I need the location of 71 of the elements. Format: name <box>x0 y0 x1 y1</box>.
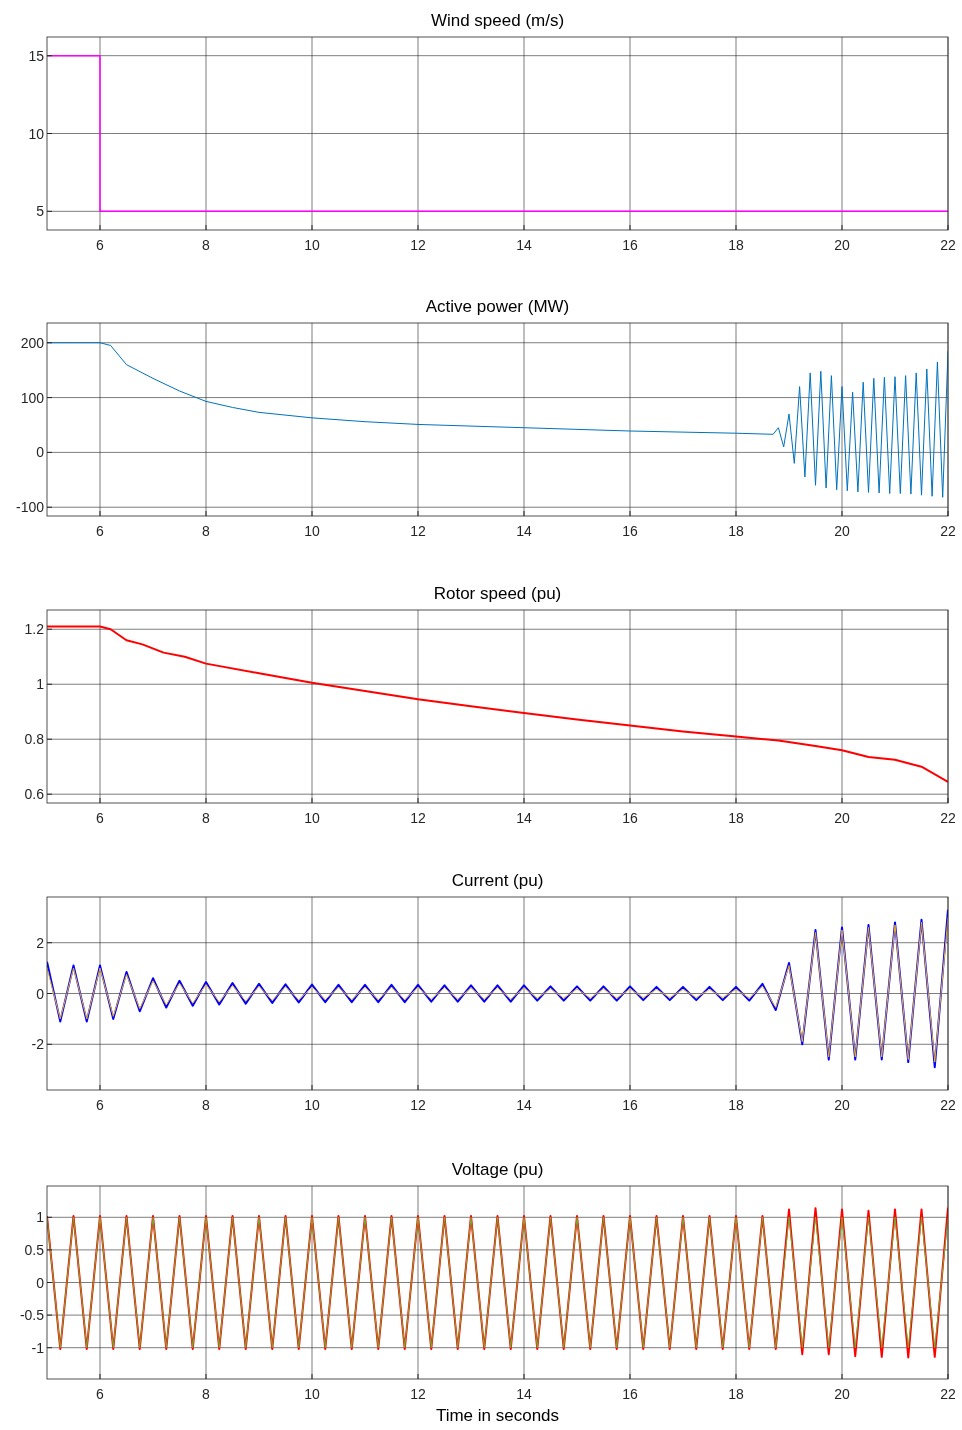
x-tick-label: 10 <box>304 1386 320 1402</box>
y-tick-label: -2 <box>31 1036 45 1053</box>
y-tick-label: 0.8 <box>24 731 45 748</box>
y-tick-label: 100 <box>20 389 45 406</box>
x-tick-label: 6 <box>96 523 105 539</box>
y-tick-label: -1 <box>31 1339 45 1356</box>
y-tick-label: 0 <box>36 1274 45 1291</box>
x-tick-label: 14 <box>516 810 532 826</box>
x-tick-label: 16 <box>622 810 638 826</box>
x-tick-label: 10 <box>304 523 320 539</box>
x-tick-label: 10 <box>304 1097 320 1113</box>
x-tick-label: 22 <box>940 1386 956 1402</box>
x-tick-label: 22 <box>940 810 956 826</box>
x-tick-label: 18 <box>728 1097 744 1113</box>
x-tick-label: 16 <box>622 523 638 539</box>
line-series <box>47 625 948 783</box>
x-tick-label: 12 <box>410 810 426 826</box>
chart-title: Wind speed (m/s) <box>430 11 565 30</box>
y-tick-label: 10 <box>28 125 45 142</box>
y-tick-label: 0 <box>36 985 45 1002</box>
x-tick-label: 14 <box>516 237 532 253</box>
y-tick-label: -0.5 <box>19 1307 45 1324</box>
y-tick-label: 200 <box>20 334 45 351</box>
y-tick-label: 0.5 <box>24 1241 45 1258</box>
x-tick-label: 18 <box>728 810 744 826</box>
x-tick-label: 20 <box>834 810 850 826</box>
x-tick-label: 14 <box>516 1386 532 1402</box>
x-tick-label: 20 <box>834 237 850 253</box>
x-tick-label: 20 <box>834 1386 850 1402</box>
x-tick-label: 8 <box>202 1097 211 1113</box>
x-tick-label: 6 <box>96 1097 105 1113</box>
x-axis-title: Time in seconds <box>435 1406 560 1425</box>
x-tick-label: 16 <box>622 237 638 253</box>
x-tick-label: 18 <box>728 1386 744 1402</box>
y-tick-label: 0.6 <box>24 786 45 803</box>
x-tick-label: 14 <box>516 523 532 539</box>
x-tick-label: 8 <box>202 237 211 253</box>
x-tick-label: 8 <box>202 523 211 539</box>
x-tick-label: 6 <box>96 810 105 826</box>
x-tick-label: 18 <box>728 237 744 253</box>
x-tick-label: 20 <box>834 1097 850 1113</box>
chart-title: Rotor speed (pu) <box>433 584 562 603</box>
y-tick-label: 0 <box>36 444 45 461</box>
chart-title: Voltage (pu) <box>451 1160 544 1179</box>
x-tick-label: 12 <box>410 1097 426 1113</box>
x-tick-label: 8 <box>202 810 211 826</box>
y-tick-label: 1 <box>36 676 45 693</box>
x-tick-label: 22 <box>940 237 956 253</box>
y-tick-label: 2 <box>36 934 45 951</box>
x-tick-label: 20 <box>834 523 850 539</box>
y-tick-label: 1 <box>36 1209 45 1226</box>
x-tick-label: 12 <box>410 237 426 253</box>
x-tick-label: 12 <box>410 523 426 539</box>
y-tick-label: 5 <box>36 203 45 220</box>
x-tick-label: 10 <box>304 237 320 253</box>
chart-title: Current (pu) <box>451 871 544 890</box>
y-tick-label: 15 <box>28 47 45 64</box>
x-tick-label: 16 <box>622 1386 638 1402</box>
chart-title: Active power (MW) <box>425 297 570 316</box>
x-tick-label: 6 <box>96 1386 105 1402</box>
x-tick-label: 22 <box>940 523 956 539</box>
x-tick-label: 6 <box>96 237 105 253</box>
x-tick-label: 10 <box>304 810 320 826</box>
x-tick-label: 16 <box>622 1097 638 1113</box>
y-tick-label: -100 <box>15 499 45 516</box>
y-tick-label: 1.2 <box>24 621 45 638</box>
x-tick-label: 14 <box>516 1097 532 1113</box>
x-tick-label: 12 <box>410 1386 426 1402</box>
x-tick-label: 8 <box>202 1386 211 1402</box>
x-tick-label: 22 <box>940 1097 956 1113</box>
x-tick-label: 18 <box>728 523 744 539</box>
